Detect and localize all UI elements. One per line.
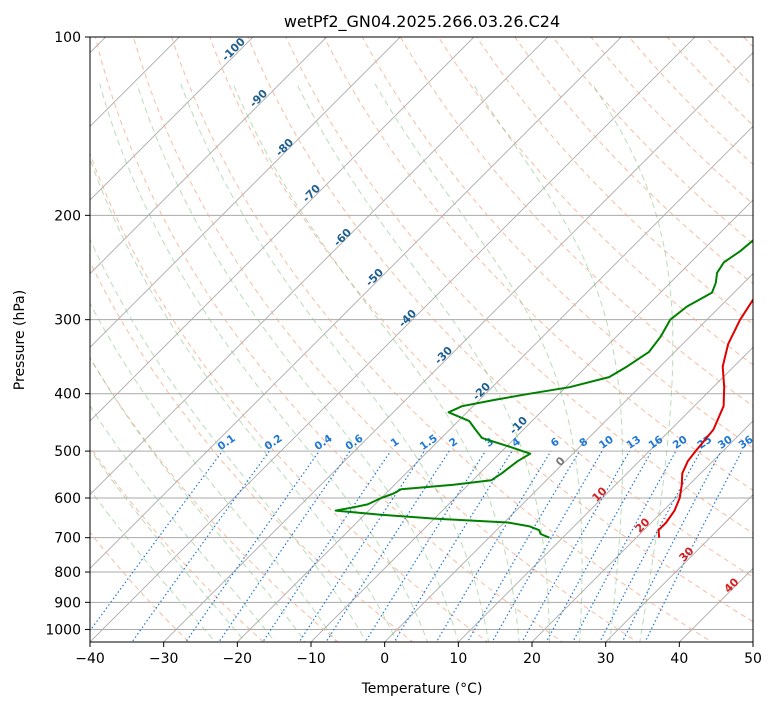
isotherm-line <box>310 199 753 642</box>
mixing-ratio-line <box>435 450 552 642</box>
y-tick-label: 400 <box>54 387 81 403</box>
mixing-ratio-line <box>466 450 580 642</box>
x-axis: −40 −30 −20 −10 0 10 20 30 40 50 <box>75 642 762 667</box>
isotherm-line <box>531 420 753 642</box>
dry-adiabat-line <box>285 37 753 535</box>
x-tick-label: 10 <box>449 651 467 667</box>
isobar-grid <box>90 37 753 630</box>
mixing-ratio-line <box>262 450 392 642</box>
isotherm-line <box>605 494 753 642</box>
mixing-ratio-line <box>572 450 677 642</box>
moist-adiabat-line <box>99 83 429 642</box>
x-tick-label: −10 <box>296 651 326 667</box>
dry-adiabats <box>90 37 753 642</box>
x-tick-label: 20 <box>523 651 541 667</box>
mixing-ratio-line <box>491 450 603 642</box>
isotherm-line <box>457 346 753 642</box>
isotherm-line <box>384 273 753 642</box>
x-tick-label: −30 <box>149 651 179 667</box>
x-tick-label: −20 <box>223 651 253 667</box>
chart-title: wetPf2_GN04.2025.266.03.26.C24 <box>284 12 560 32</box>
x-tick-label: −40 <box>75 651 105 667</box>
dry-adiabat-line <box>247 37 753 578</box>
dry-adiabat-line <box>209 37 753 623</box>
isotherm-line <box>90 37 549 496</box>
mixing-ratio-line <box>393 450 513 642</box>
dry-adiabat-line <box>170 37 713 642</box>
x-tick-label: 40 <box>670 651 688 667</box>
moist-adiabat-line <box>232 83 520 642</box>
profile-series <box>334 239 753 539</box>
mixing-ratio-label: 36 <box>737 434 756 452</box>
y-tick-label: 500 <box>54 444 81 460</box>
y-tick-label: 300 <box>54 313 81 329</box>
plot-frame <box>89 36 754 643</box>
dry-adiabat-line <box>476 37 753 325</box>
isotherm-line <box>90 37 180 127</box>
y-tick-label: 800 <box>54 565 81 581</box>
y-tick-label: 600 <box>54 491 81 507</box>
isotherm-line <box>236 125 753 642</box>
y-tick-label: 200 <box>54 208 81 224</box>
mixing-ratio-line <box>599 450 702 642</box>
mixing-ratio-line <box>131 450 270 642</box>
dry-adiabat-line <box>90 446 265 642</box>
moist-adiabat-line <box>591 83 674 642</box>
mixing-ratio-line <box>325 450 450 642</box>
mixing-ratio-line <box>545 450 653 642</box>
dry-adiabat-line <box>399 37 753 407</box>
mixing-ratio-line <box>298 450 425 642</box>
moist-adiabat-line <box>90 157 398 642</box>
moist-adiabat-line <box>90 448 246 642</box>
temperature-line <box>657 298 753 538</box>
isotherm-line <box>90 37 475 422</box>
dry-adiabat-line <box>94 37 564 642</box>
moist-adiabat-line <box>180 83 490 642</box>
y-tick-label: 900 <box>54 595 81 611</box>
moist-adiabats <box>90 83 674 642</box>
moist-adiabat-line <box>136 83 459 642</box>
x-axis-label: Temperature (°C) <box>361 681 483 697</box>
moist-adiabat-line <box>90 302 337 642</box>
dewpoint-line <box>334 239 753 539</box>
moist-adiabat-line <box>296 83 550 642</box>
dry-adiabat-line <box>90 260 414 642</box>
mixing-ratio-lines <box>90 450 743 642</box>
moist-adiabat-line <box>374 83 583 642</box>
dry-adiabat-line <box>361 37 753 449</box>
moist-adiabat-line <box>90 488 216 642</box>
isotherm-line <box>90 37 696 642</box>
y-tick-label: 100 <box>54 30 81 46</box>
mixing-ratio-line <box>218 450 351 642</box>
y-axis: 100 200 300 400 500 600 700 800 900 1000 <box>45 30 90 638</box>
mixing-ratio-line <box>364 450 486 642</box>
isotherm-line <box>90 37 254 201</box>
y-tick-label: 700 <box>54 531 81 547</box>
moist-adiabat-line <box>90 237 367 642</box>
moist-adiabat-line <box>472 83 623 642</box>
y-axis-label: Pressure (hPa) <box>12 290 28 390</box>
isotherm-line <box>90 37 622 569</box>
y-tick-label: 1000 <box>45 622 81 638</box>
dry-adiabat-line <box>132 37 638 642</box>
x-tick-label: 30 <box>597 651 615 667</box>
dry-adiabat-line <box>90 152 489 642</box>
isotherm-line <box>163 52 753 642</box>
moist-adiabat-line <box>90 404 276 642</box>
isotherm-line <box>90 37 328 275</box>
x-tick-label: 0 <box>380 651 389 667</box>
x-tick-label: 50 <box>744 651 762 667</box>
